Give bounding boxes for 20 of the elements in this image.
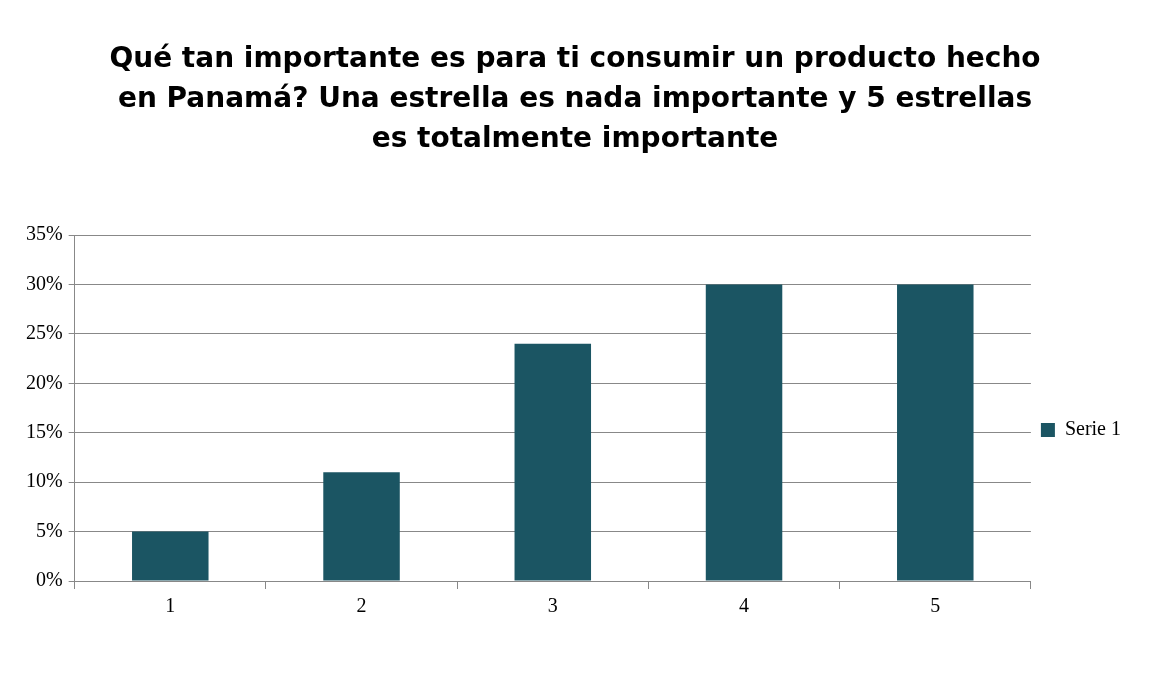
y-tick-label: 25% xyxy=(25,321,63,344)
bar xyxy=(705,284,783,581)
legend-label: Serie 1 xyxy=(1064,417,1121,440)
y-tick-label: 0% xyxy=(35,568,63,591)
y-tick-label: 35% xyxy=(25,222,63,245)
y-tick-label: 20% xyxy=(25,370,63,393)
x-tick-label: 2 xyxy=(356,594,367,617)
x-tick-label: 1 xyxy=(165,594,176,617)
bar xyxy=(897,284,974,581)
y-tick-label: 30% xyxy=(25,271,63,294)
y-tick-label: 5% xyxy=(35,518,63,541)
y-tick-label: 15% xyxy=(25,419,63,442)
chart-title: Qué tan importante es para ti consumir un producto hecho en Panamá? Una estrella es nada importante y 5 estrellas es totalmente importante xyxy=(108,40,1042,156)
x-tick-label: 5 xyxy=(930,594,941,617)
bar xyxy=(323,472,400,581)
bar xyxy=(514,343,592,581)
y-tick-label: 10% xyxy=(25,469,63,492)
x-tick-label: 3 xyxy=(547,594,558,617)
bar xyxy=(132,531,209,581)
x-tick-label: 4 xyxy=(739,594,750,617)
